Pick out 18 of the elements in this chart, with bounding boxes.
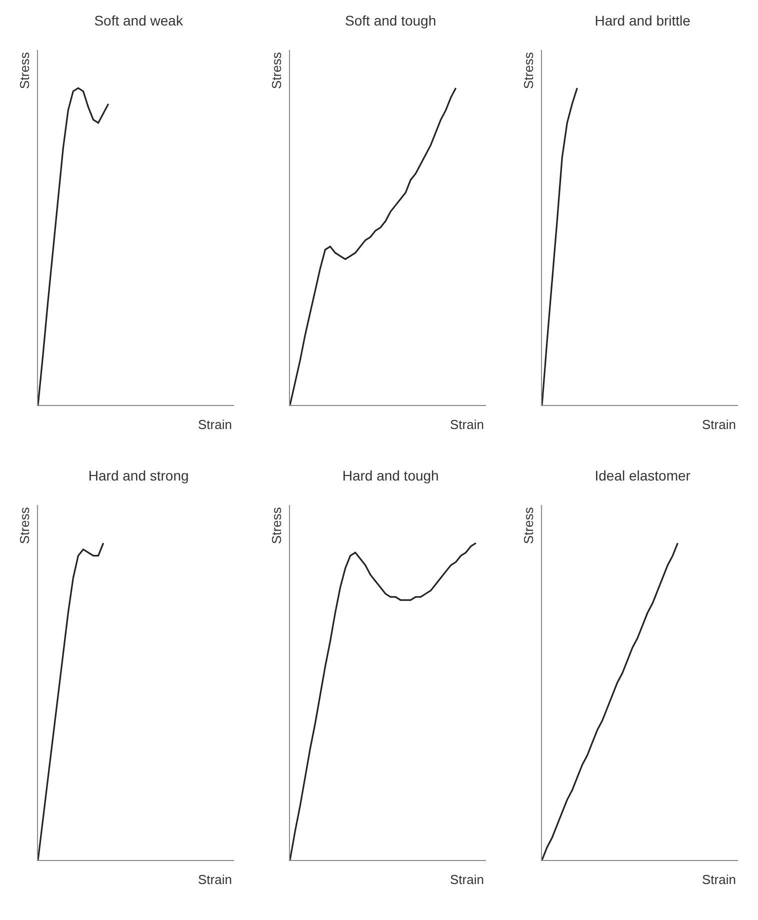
y-axis-title: Stress [17,506,32,544]
chart-title: Hard and strong [88,468,189,484]
x-axis-title: Strain [198,872,232,887]
x-axis-title: Strain [450,872,484,887]
chart-title: Hard and brittle [594,12,691,29]
chart-title: Hard and tough [342,468,439,484]
y-axis-title: Stress [521,506,536,544]
chart-title: Ideal elastomer [594,468,691,484]
y-axis-title: Stress [269,506,284,544]
x-axis-title: Strain [198,417,232,432]
x-axis-title: Strain [702,872,736,887]
chart-title: Soft and weak [94,12,184,29]
y-axis-title: Stress [269,52,284,89]
y-axis-title: Stress [17,52,32,89]
chart-title: Soft and tough [345,12,436,29]
x-axis-title: Strain [450,417,484,432]
y-axis-title: Stress [521,52,536,89]
x-axis-title: Strain [702,417,736,432]
